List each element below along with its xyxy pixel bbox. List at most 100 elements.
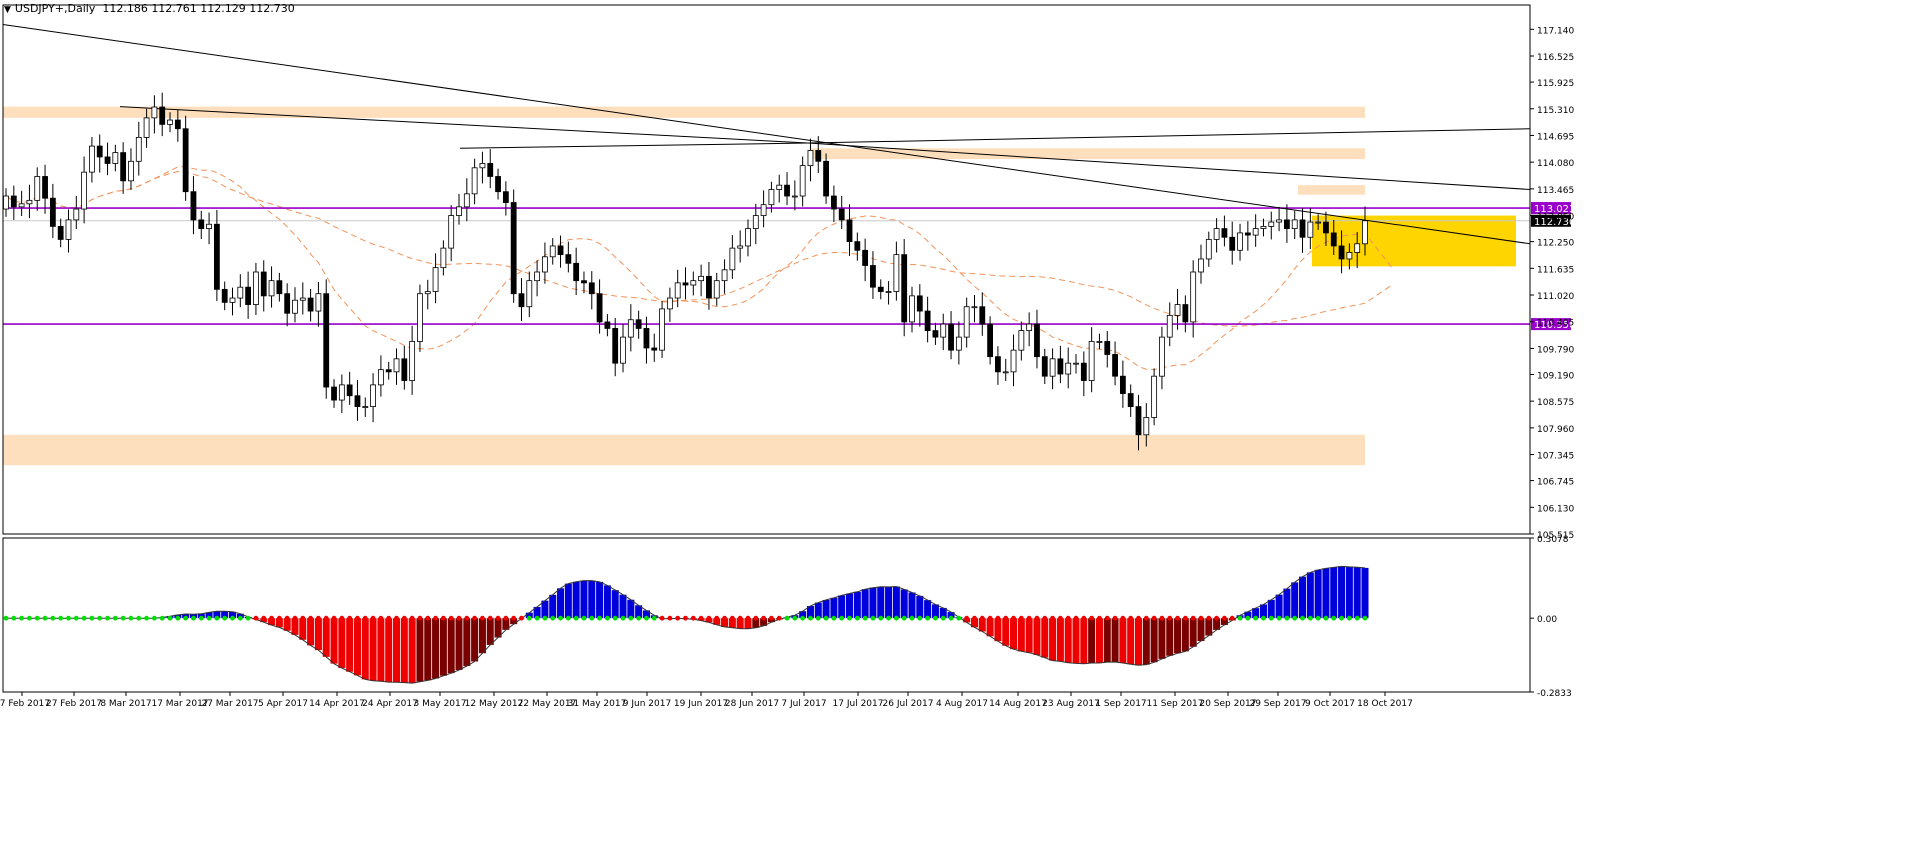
candle-body: [784, 184, 790, 197]
osc-zero-dot: [27, 615, 32, 621]
y-tick-label: 106.130: [1537, 504, 1574, 514]
candle-body: [924, 310, 931, 332]
osc-zero-dot: [550, 615, 556, 621]
osc-zero-dot: [667, 615, 673, 621]
candle-body: [666, 297, 673, 310]
candle-body: [1073, 362, 1079, 365]
candle-body: [635, 319, 642, 329]
osc-zero-dot: [394, 615, 399, 621]
x-tick-label: 14 Apr 2017: [309, 699, 365, 709]
osc-zero-dot: [964, 615, 970, 621]
osc-zero-dot: [472, 615, 478, 621]
price-level-label: 112.730: [1534, 217, 1575, 228]
osc-zero-dot: [1253, 615, 1259, 621]
x-tick-label: 7 Jul 2017: [781, 699, 826, 709]
x-tick-label: 14 Aug 2017: [989, 699, 1047, 709]
osc-zero-dot: [651, 615, 657, 621]
x-tick-label: 20 Sep 2017: [1199, 699, 1256, 709]
candle-body: [745, 228, 751, 247]
osc-zero-dot: [480, 615, 485, 621]
candle-body: [354, 395, 361, 407]
candle-body: [955, 336, 962, 351]
candle-body: [1354, 243, 1361, 253]
candle-body: [643, 328, 650, 349]
x-tick-label: 23 Aug 2017: [1042, 699, 1100, 709]
osc-zero-dot: [1339, 615, 1344, 621]
osc-zero-dot: [1268, 615, 1274, 621]
osc-y-tick-label: 0.00: [1537, 615, 1557, 625]
x-tick-label: 31 May 2017: [568, 699, 627, 709]
moving-average-slow: [5, 170, 1393, 327]
price-level-label-box: [1531, 202, 1571, 215]
x-tick-label: 11 Sep 2017: [1146, 699, 1203, 709]
osc-zero-dot: [237, 615, 243, 621]
osc-zero-dot: [1167, 615, 1173, 621]
y-tick-label: 105.515: [1537, 531, 1574, 541]
candle-body: [1026, 323, 1033, 332]
y-tick-label: 111.635: [1537, 265, 1574, 275]
osc-zero-dot: [519, 615, 524, 621]
osc-zero-dot: [737, 615, 743, 621]
osc-zero-dot: [1097, 615, 1102, 621]
candle-body: [682, 282, 689, 286]
candle-body: [674, 282, 681, 299]
price-level-label-box: [1531, 214, 1571, 227]
osc-zero-dot: [729, 615, 735, 621]
candle-body: [979, 306, 986, 325]
osc-zero-dot: [987, 615, 993, 621]
osc-zero-dot: [776, 615, 782, 621]
osc-zero-dot: [198, 615, 204, 621]
candle-body: [909, 295, 915, 323]
osc-zero-dot: [230, 615, 235, 621]
candle-body: [440, 247, 447, 269]
x-tick-label: 28 Jun 2017: [725, 699, 779, 709]
price-level-label-box: [1531, 318, 1571, 331]
candle-body: [916, 295, 923, 312]
osc-zero-dot: [628, 615, 634, 621]
candle-body: [120, 152, 127, 182]
y-tick-label: 109.790: [1537, 345, 1574, 355]
x-tick-label: 9 Jun 2017: [623, 699, 671, 709]
osc-zero-dot: [1198, 615, 1204, 621]
osc-zero-dot: [316, 615, 321, 621]
candle-body: [1229, 236, 1236, 251]
candle-body: [299, 297, 306, 301]
osc-zero-dot: [893, 615, 899, 621]
osc-zero-dot: [34, 615, 40, 621]
supply-demand-zone: [3, 106, 1365, 118]
y-tick-label: 114.695: [1537, 132, 1574, 142]
osc-zero-dot: [495, 615, 501, 621]
x-tick-label: 27 Mar 2017: [201, 699, 258, 709]
candle-body: [846, 219, 853, 243]
candle-body: [323, 293, 330, 388]
osc-zero-dot: [456, 615, 462, 621]
osc-zero-dot: [565, 615, 571, 621]
candle-body: [1198, 258, 1204, 273]
y-tick-label: 111.020: [1537, 292, 1574, 302]
osc-zero-dot: [1276, 615, 1282, 621]
osc-zero-dot: [933, 615, 938, 621]
osc-zero-dot: [73, 615, 79, 621]
candle-body: [190, 191, 197, 221]
osc-zero-dot: [1245, 615, 1251, 621]
candle-body: [932, 330, 939, 338]
trendline: [2, 24, 1531, 245]
candle-body: [338, 384, 345, 401]
candle-body: [1323, 221, 1329, 234]
candle-body: [206, 223, 212, 229]
candle-body: [604, 321, 611, 329]
osc-zero-dot: [222, 615, 228, 621]
dropdown-arrow-icon[interactable]: ▼: [4, 5, 11, 15]
candle-body: [10, 195, 17, 208]
candle-body: [1049, 358, 1056, 377]
osc-zero-dot: [862, 615, 868, 621]
y-tick-label: 108.575: [1537, 398, 1574, 408]
candle-body: [557, 245, 564, 256]
osc-zero-dot: [42, 615, 48, 621]
candle-body: [370, 384, 376, 407]
candle-body: [159, 106, 166, 125]
osc-zero-dot: [120, 615, 126, 621]
candle-body: [1330, 232, 1337, 247]
candle-body: [362, 406, 369, 408]
